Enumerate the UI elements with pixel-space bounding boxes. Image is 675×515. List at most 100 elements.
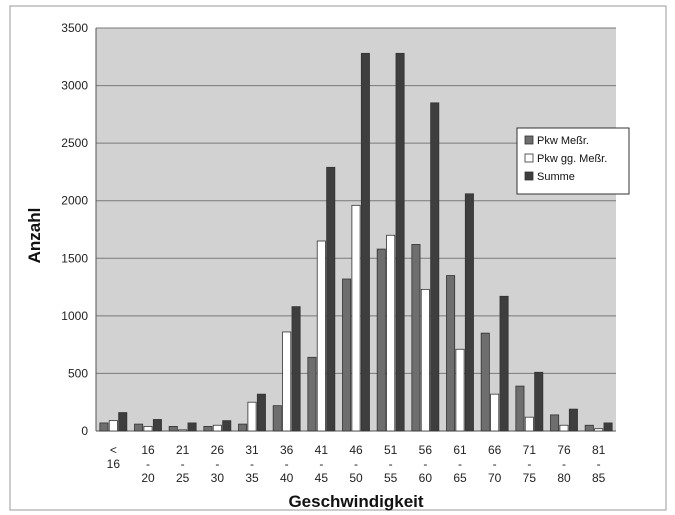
bar-2	[455, 348, 465, 432]
x-tick-line: -	[423, 457, 427, 471]
bar-3	[187, 422, 197, 432]
legend-label: Pkw Meßr.	[537, 135, 589, 147]
bar-1	[480, 332, 490, 432]
y-axis-title: Anzahl	[25, 208, 44, 264]
bar-2	[282, 331, 292, 432]
bar-3	[222, 420, 232, 432]
x-tick-line: 66	[488, 443, 502, 457]
x-tick-line: 16	[141, 443, 155, 457]
x-tick-label: 21-25	[176, 443, 190, 485]
bar-1	[203, 425, 213, 432]
x-tick-label: 56-60	[419, 443, 433, 485]
x-tick-line: 65	[453, 471, 467, 485]
x-tick-line: 71	[523, 443, 537, 457]
bar-3	[256, 393, 266, 432]
bar-1	[272, 405, 282, 432]
bar-2	[247, 401, 257, 432]
bar-1	[99, 422, 109, 432]
bar-1	[376, 248, 386, 432]
bar-2	[143, 425, 153, 432]
x-tick-line: -	[597, 457, 601, 471]
x-tick-label: 36-40	[280, 443, 294, 485]
x-tick-line: 41	[315, 443, 329, 457]
bar-2	[594, 428, 604, 432]
x-tick-line: 26	[211, 443, 225, 457]
x-tick-line: -	[215, 457, 219, 471]
x-tick-label: 41-45	[315, 443, 329, 485]
bar-3	[430, 102, 440, 432]
x-tick-line: -	[493, 457, 497, 471]
bar-2	[212, 424, 222, 432]
x-tick-line: 21	[176, 443, 190, 457]
x-tick-line: 25	[176, 471, 190, 485]
x-tick-line: -	[285, 457, 289, 471]
legend-swatch	[524, 171, 534, 181]
bar-1	[134, 423, 144, 432]
legend-swatch	[524, 153, 534, 163]
bar-1	[446, 275, 456, 432]
x-tick-label: 16-20	[141, 443, 155, 485]
x-tick-line: 75	[523, 471, 537, 485]
x-tick-label: 46-50	[349, 443, 363, 485]
x-tick-line: <	[110, 443, 117, 457]
legend: Pkw Meßr. Pkw gg. Meßr. Summe	[516, 127, 630, 195]
x-tick-line: 20	[141, 471, 155, 485]
x-tick-line: 16	[107, 457, 121, 471]
bar-2	[420, 288, 430, 432]
x-tick-line: 55	[384, 471, 398, 485]
x-tick-label: 26-30	[211, 443, 225, 485]
x-tick-line: 70	[488, 471, 502, 485]
bar-1	[307, 356, 317, 432]
bar-2	[559, 424, 569, 432]
x-tick-label: 61-65	[453, 443, 467, 485]
bar-1	[550, 414, 560, 432]
x-tick-line: 61	[453, 443, 467, 457]
x-tick-line: 30	[211, 471, 225, 485]
x-tick-line: 45	[315, 471, 329, 485]
x-tick-line: -	[146, 457, 150, 471]
x-tick-line: 50	[349, 471, 363, 485]
x-tick-line: 31	[245, 443, 259, 457]
x-tick-line: -	[562, 457, 566, 471]
bar-2	[351, 204, 361, 432]
bar-1	[238, 423, 248, 432]
x-tick-line: 56	[419, 443, 433, 457]
bar-2	[490, 393, 500, 432]
y-tick-label: 500	[68, 366, 88, 380]
bar-2	[316, 240, 326, 432]
x-tick-line: -	[319, 457, 323, 471]
bar-3	[534, 371, 544, 432]
bar-3	[152, 419, 162, 432]
x-axis-ticks: <1616-2021-2526-3031-3536-4041-4546-5051…	[107, 443, 606, 485]
legend-label: Summe	[537, 171, 575, 183]
x-tick-line: 60	[419, 471, 433, 485]
bar-3	[118, 412, 128, 432]
y-tick-label: 2000	[61, 194, 88, 208]
bar-2	[178, 429, 188, 432]
x-tick-line: -	[181, 457, 185, 471]
y-axis-ticks: 0 500 1000 1500 2000 2500 3000 3500	[61, 21, 88, 438]
bar-3	[568, 408, 578, 432]
x-tick-line: -	[354, 457, 358, 471]
x-tick-line: 40	[280, 471, 294, 485]
x-tick-line: 36	[280, 443, 294, 457]
y-tick-label: 0	[81, 424, 88, 438]
bar-3	[464, 193, 474, 432]
y-tick-label: 1000	[61, 309, 88, 323]
x-tick-line: 76	[557, 443, 571, 457]
bar-1	[411, 244, 421, 432]
bar-3	[499, 295, 509, 432]
bar-1	[584, 424, 594, 432]
x-tick-line: 85	[592, 471, 606, 485]
x-tick-line: 80	[557, 471, 571, 485]
x-tick-label: 51-55	[384, 443, 398, 485]
bar-2	[108, 420, 118, 432]
bar-3	[326, 166, 336, 432]
x-tick-line: -	[389, 457, 393, 471]
x-tick-line: -	[458, 457, 462, 471]
bar-3	[360, 52, 370, 432]
y-tick-label: 3500	[61, 21, 88, 35]
bar-3	[603, 422, 613, 432]
bar-1	[342, 278, 352, 432]
